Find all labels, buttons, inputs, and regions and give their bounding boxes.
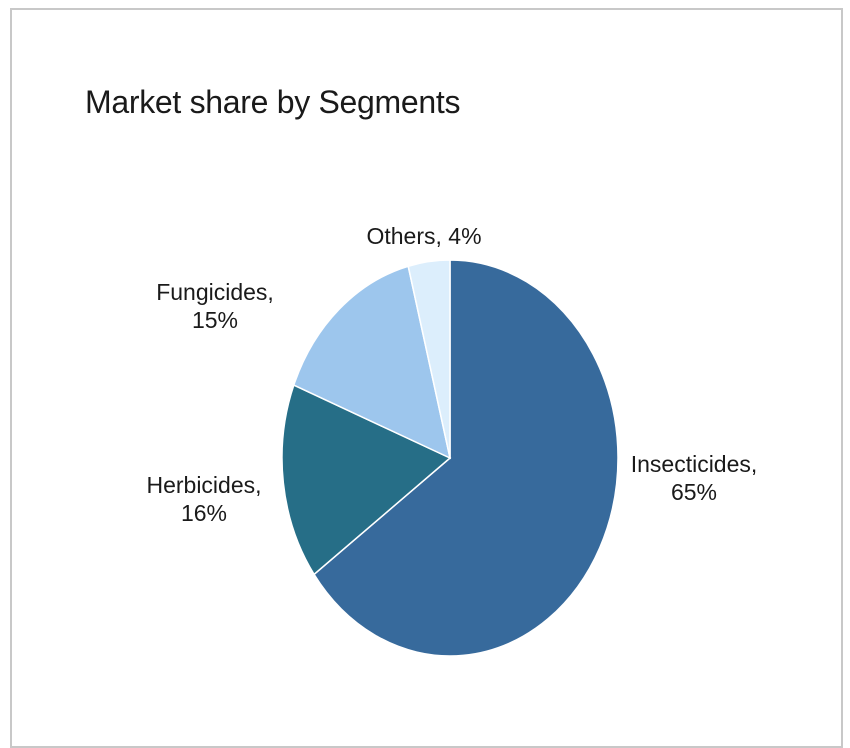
slice-label-herbicides: Herbicides, 16% (146, 472, 261, 526)
slice-label-insecticides: Insecticides, 65% (631, 451, 758, 505)
pie-slice-others (407, 259, 451, 459)
slice-label-line: 65% (671, 479, 717, 505)
slice-label-line: Fungicides, (156, 279, 274, 305)
slice-label-line: Insecticides, (631, 451, 758, 477)
chart-title: Market share by Segments (85, 84, 461, 120)
slice-label-line: Others, 4% (366, 223, 481, 249)
slice-label-others: Others, 4% (366, 223, 481, 249)
slice-label-line: 15% (192, 307, 238, 333)
pie-slice-herbicides (281, 384, 452, 576)
slice-label-line: 16% (181, 500, 227, 526)
pie-labels: Insecticides, 65% Herbicides, 16% Fungicides… (146, 223, 757, 526)
pie-slice-fungicides (292, 265, 452, 460)
slice-label-fungicides: Fungicides, 15% (156, 279, 274, 333)
slice-label-line: Herbicides, (146, 472, 261, 498)
pie-slices (281, 259, 619, 657)
pie-slice-insecticides (313, 259, 619, 657)
